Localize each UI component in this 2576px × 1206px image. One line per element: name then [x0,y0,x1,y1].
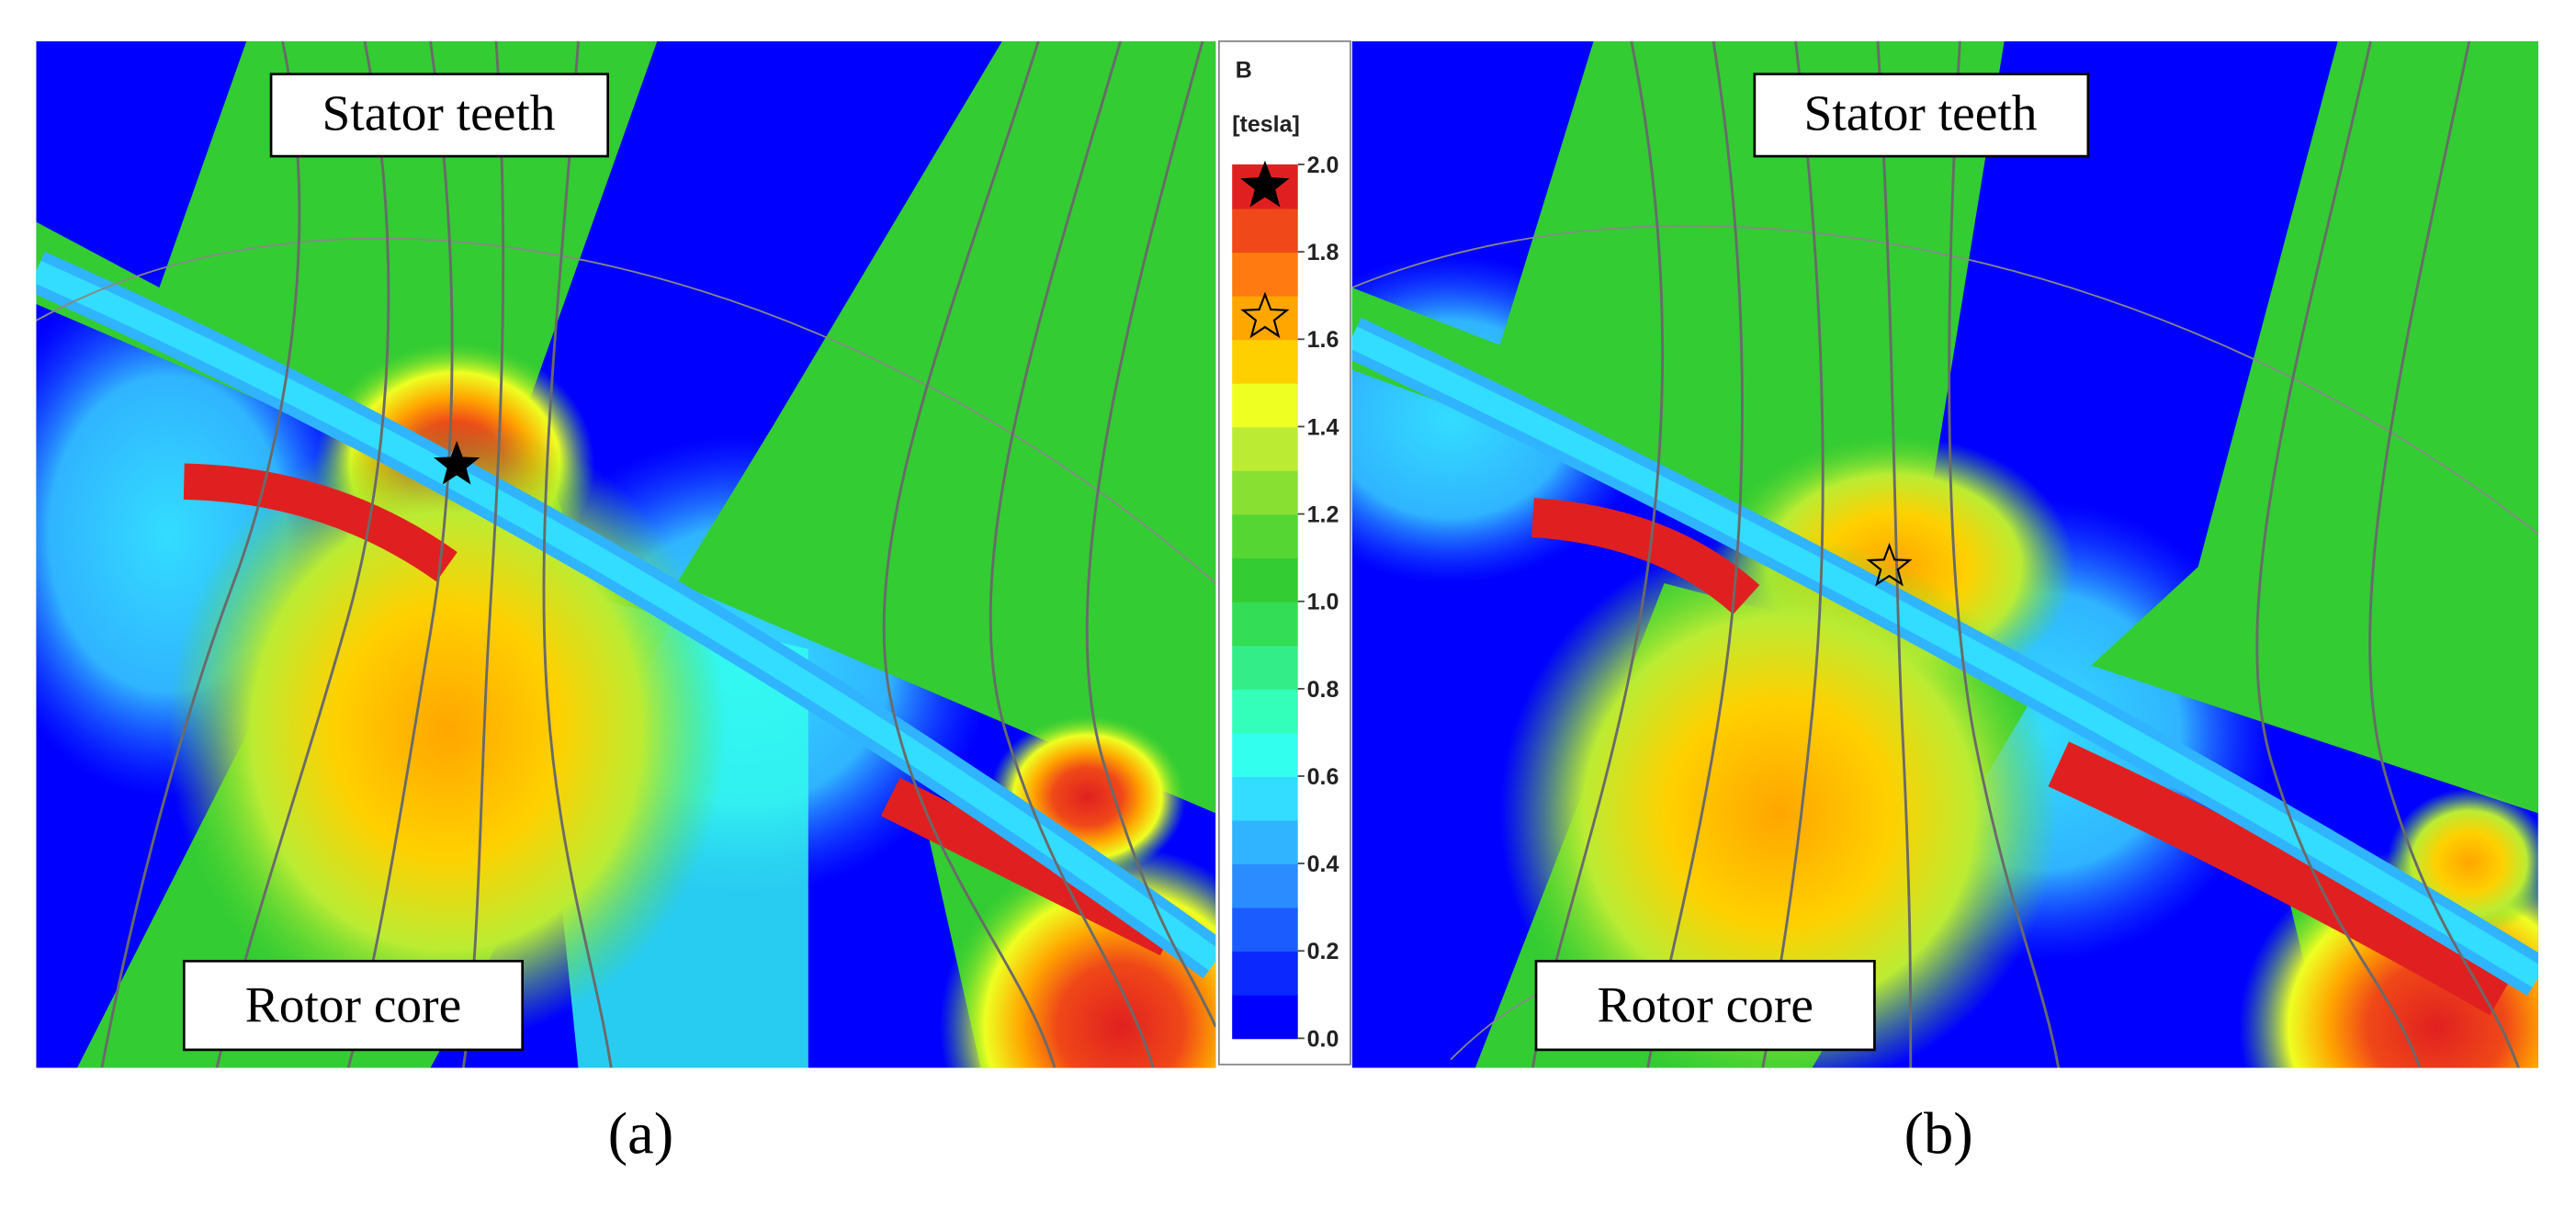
colorbar-tick-label: 0.2 [1307,939,1339,964]
colorbar-band [1232,339,1298,384]
colorbar-band [1232,601,1298,647]
colorbar-band [1232,295,1298,341]
colorbar-band [1232,426,1298,471]
label-box [182,960,525,1052]
rotor-label: Rotor core [1597,977,1813,1033]
colorbar-band [1232,688,1298,734]
label-box [1753,73,2090,158]
colorbar-band [1232,775,1298,821]
field-plot-a: Stator teeth Rotor core [36,40,1216,1068]
colorbar-tick-label: 2.0 [1307,152,1339,178]
colorbar-band [1232,994,1298,1040]
colorbar-star [1240,291,1290,339]
colorbar-band [1232,951,1298,996]
colorbar-band [1232,645,1298,690]
colorbar-tick-label: 1.2 [1307,502,1339,528]
colorbar-title: B [1236,57,1252,83]
colorbar-band [1232,863,1298,908]
colorbar-tick-label: 1.0 [1307,590,1339,615]
label-box [1534,960,1876,1052]
colorbar-band [1232,382,1298,428]
colorbar-band [1232,513,1298,559]
label-box [269,73,609,158]
colorbar-tick-label: 1.6 [1307,327,1339,353]
colorbar-star [1240,160,1290,208]
colorbar-tick-label: 0.6 [1307,764,1339,790]
colorbar-tick-label: 0.8 [1307,677,1339,703]
colorbar-tick-label: 1.4 [1307,414,1339,440]
hotspot-star [434,440,480,485]
colorbar: B [tesla] 0.0 0.2 0.4 0.6 0.8 1.0 1.2 1.4 1.6 1.8… [1217,40,1351,1065]
rotor-label: Rotor core [245,977,461,1033]
field-plot-b: Stator teeth Rotor core [1351,40,2538,1068]
colorbar-unit: [tesla] [1232,111,1300,137]
hotspot-star [1866,542,1913,587]
colorbar-band [1232,732,1298,777]
panel-caption: (b) [1904,1101,1973,1167]
stator-label: Stator teeth [1804,85,2038,141]
panel-caption: (a) [608,1101,673,1167]
colorbar-band [1232,208,1298,254]
colorbar-band [1232,907,1298,952]
colorbar-band [1232,252,1298,297]
colorbar-band [1232,819,1298,865]
colorbar-tick-label: 0.4 [1307,851,1339,877]
colorbar-tick-label: 1.8 [1307,240,1339,265]
colorbar-band [1232,558,1298,603]
stator-label: Stator teeth [322,85,555,141]
colorbar-tick-label: 0.0 [1307,1026,1339,1052]
colorbar-band [1232,470,1298,515]
